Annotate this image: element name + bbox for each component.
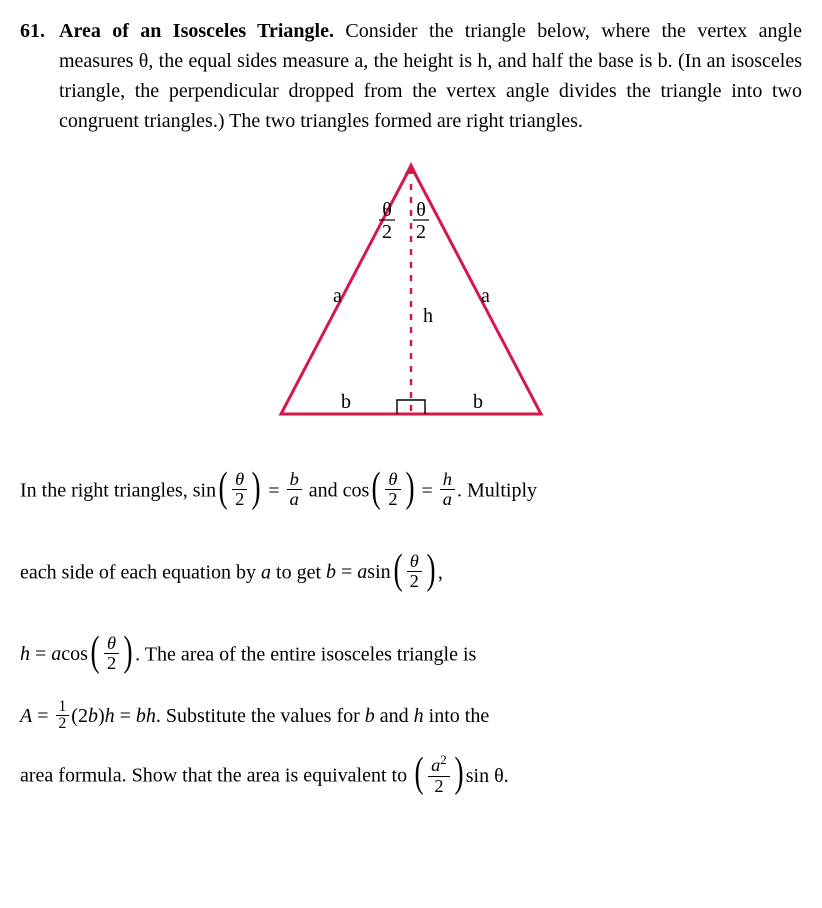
t: a [51, 643, 61, 665]
svg-text:h: h [423, 305, 433, 327]
t: , [438, 561, 443, 583]
problem-title: Area of an Isosceles Triangle. [59, 20, 334, 42]
line-2: each side of each equation by a to get b… [20, 534, 802, 614]
t: θ [385, 470, 400, 490]
t: b [326, 561, 336, 583]
t: θ [232, 470, 247, 490]
t: sin θ. [466, 765, 509, 787]
t: . Multiply [457, 480, 537, 502]
t: 2 [440, 753, 446, 767]
t: θ [407, 552, 422, 572]
t: h [105, 705, 115, 727]
t: 2 [407, 572, 422, 591]
t: b [88, 705, 98, 727]
t: In the right triangles, sin [20, 480, 216, 502]
svg-text:2: 2 [382, 221, 392, 243]
triangle-figure: aahbbθ2θ2 [20, 154, 802, 444]
h-expr: h = acos(θ2) [20, 643, 135, 665]
line-5: area formula. Show that the area is equi… [20, 737, 802, 817]
t: = [336, 561, 357, 583]
svg-text:2: 2 [416, 221, 426, 243]
t: bh [136, 705, 156, 727]
line-4: A = 12(2b)h = bh. Substitute the values … [20, 697, 802, 735]
t: Substitute the values for [161, 705, 365, 727]
problem-body: Area of an Isosceles Triangle. Consider … [59, 16, 802, 140]
t: and [375, 705, 414, 727]
b-expr: b = asin(θ2) [326, 561, 438, 583]
sin-expr: (θ2) = ba [216, 480, 304, 502]
t: = [263, 480, 284, 502]
svg-text:θ: θ [382, 199, 392, 221]
t: to get [271, 561, 326, 583]
svg-text:a: a [333, 285, 342, 307]
t: = [115, 705, 136, 727]
t: 2 [428, 777, 450, 796]
t: a [431, 756, 440, 776]
area-expr: A = 12(2b)h = bh [20, 705, 156, 727]
svg-text:b: b [473, 391, 483, 413]
t: h [414, 705, 424, 727]
svg-text:b: b [341, 391, 351, 413]
t: h [440, 470, 455, 490]
problem-container: 61. Area of an Isosceles Triangle. Consi… [20, 16, 802, 140]
problem-number: 61. [20, 16, 45, 46]
t: a [261, 561, 271, 583]
line-1: In the right triangles, sin(θ2) = ba and… [20, 452, 802, 532]
t: 2 [385, 490, 400, 509]
t: A [20, 705, 32, 727]
problem-intro: Area of an Isosceles Triangle. Consider … [59, 16, 802, 136]
cos-expr: (θ2) = ha [369, 480, 457, 502]
t: sin [367, 561, 390, 583]
svg-text:θ: θ [416, 199, 426, 221]
t: area formula. Show that the area is equi… [20, 765, 412, 787]
t: θ [104, 634, 119, 654]
t: b [287, 470, 302, 490]
t: b [365, 705, 375, 727]
final-expr: (a22)sin θ. [412, 765, 509, 787]
t: each side of each equation by [20, 561, 261, 583]
t: 2 [104, 654, 119, 673]
t: 1 [56, 699, 70, 716]
t: = [417, 480, 438, 502]
t: 2 [56, 716, 70, 732]
t: a [287, 490, 302, 509]
t: cos [61, 643, 88, 665]
t: into the [424, 705, 490, 727]
t: a [357, 561, 367, 583]
t: h [20, 643, 30, 665]
triangle-svg: aahbbθ2θ2 [241, 154, 581, 444]
t: = [32, 705, 53, 727]
line-3: h = acos(θ2). The area of the entire iso… [20, 616, 802, 696]
svg-text:a: a [481, 285, 490, 307]
t: The area of the entire isosceles triangl… [140, 643, 476, 665]
t: a [440, 490, 455, 509]
t: and cos [304, 480, 370, 502]
t: = [30, 643, 51, 665]
t: 2 [232, 490, 247, 509]
derivation: In the right triangles, sin(θ2) = ba and… [20, 452, 802, 817]
